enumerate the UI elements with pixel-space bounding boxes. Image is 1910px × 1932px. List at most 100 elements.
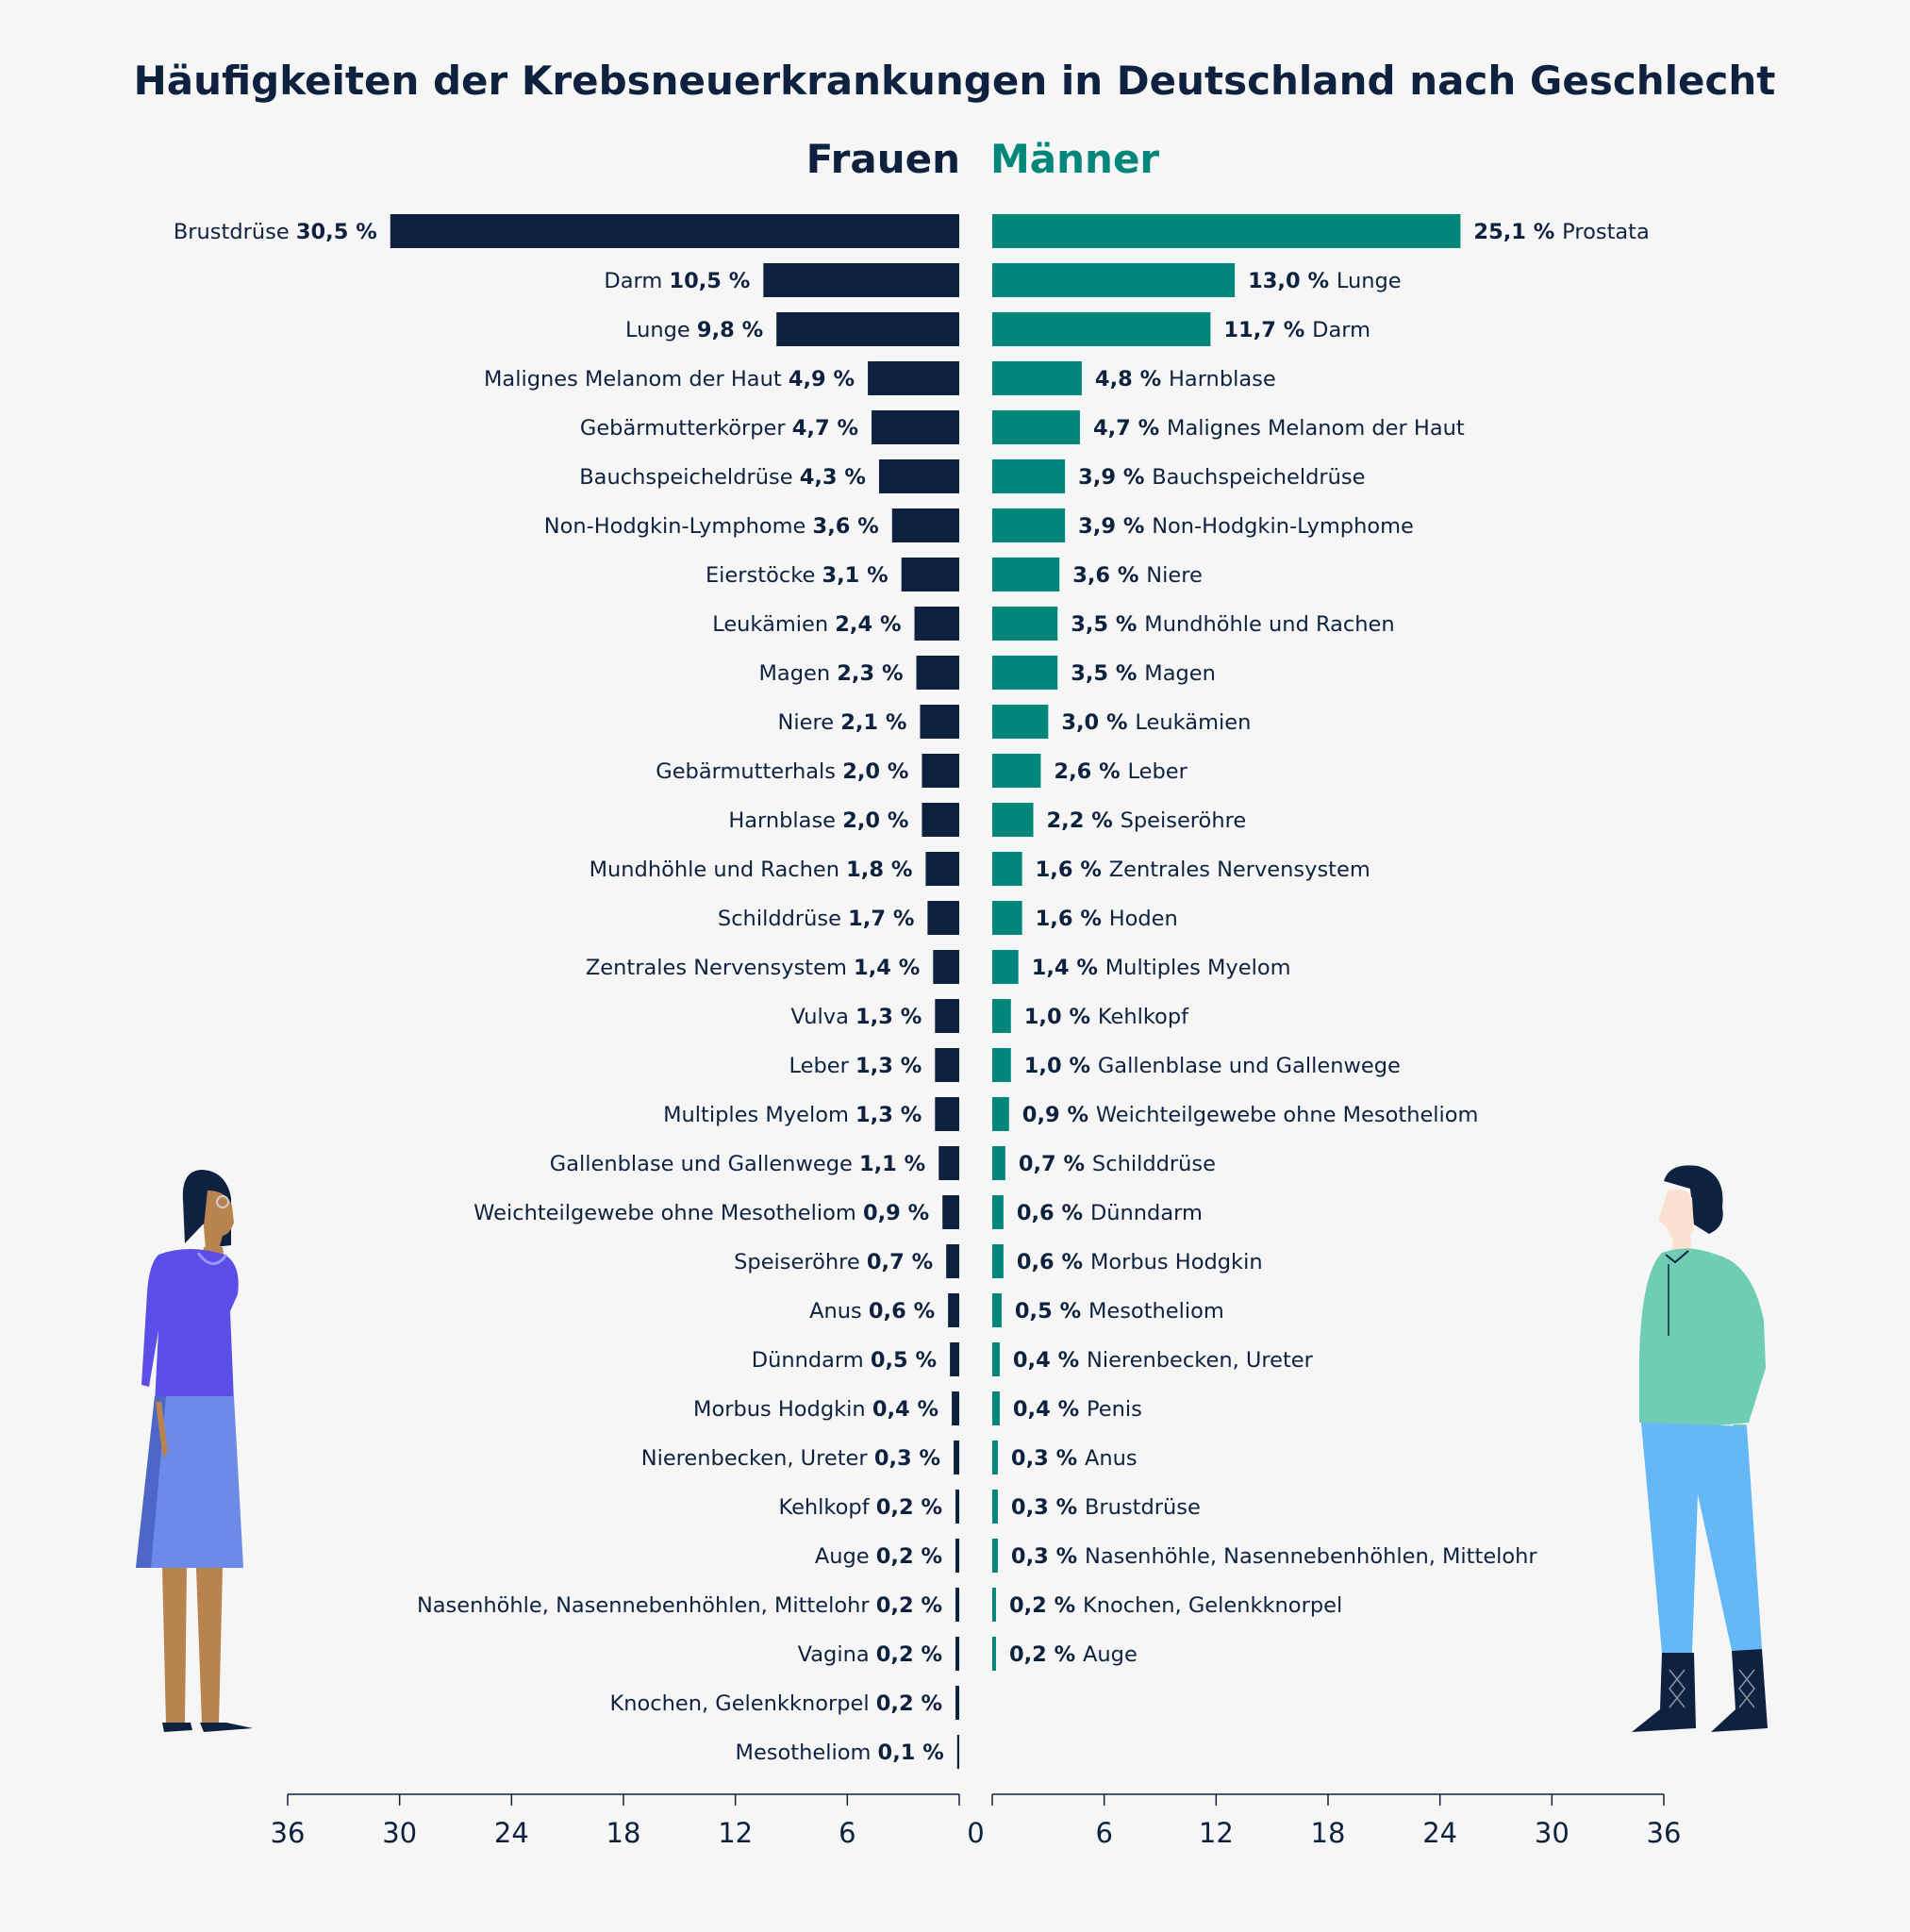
category-label: Malignes Melanom der Haut — [484, 367, 789, 391]
value-label: 2,3 % — [837, 661, 903, 686]
bar-label-frauen: Lunge 9,8 % — [625, 318, 763, 342]
bar-maenner — [992, 754, 1041, 788]
bar-frauen — [955, 1490, 959, 1524]
bar-frauen — [955, 1539, 959, 1573]
tick-label: 24 — [494, 1817, 529, 1849]
tick-label: 6 — [839, 1817, 855, 1849]
tick-label: 24 — [1422, 1817, 1457, 1849]
category-label: Bauchspeicheldrüse — [1152, 465, 1365, 490]
bar-label-maenner: 3,6 % Niere — [1072, 563, 1203, 588]
bar-frauen — [952, 1391, 959, 1425]
bar-frauen — [763, 263, 959, 297]
category-label: Gallenblase und Gallenwege — [550, 1152, 859, 1176]
bar-label-frauen: Nierenbecken, Ureter 0,3 % — [641, 1446, 940, 1471]
tick-label: 36 — [271, 1817, 306, 1849]
bar-label-frauen: Multiples Myelom 1,3 % — [663, 1103, 922, 1127]
category-label: Gebärmutterhals — [656, 759, 842, 784]
value-label: 0,2 % — [876, 1593, 942, 1618]
bar-label-frauen: Mesotheliom 0,1 % — [736, 1740, 944, 1765]
bar-maenner — [992, 1293, 1002, 1327]
value-label: 4,8 % — [1095, 367, 1169, 391]
bar-frauen — [925, 852, 959, 886]
bar-frauen — [935, 1097, 959, 1131]
value-label: 11,7 % — [1223, 318, 1312, 342]
tick-label: 30 — [382, 1817, 417, 1849]
category-label: Schilddrüse — [718, 907, 848, 931]
tick-label: 6 — [1095, 1817, 1112, 1849]
category-label: Leber — [789, 1054, 856, 1078]
bar-frauen — [878, 459, 959, 493]
bar-label-maenner: 0,3 % Nasenhöhle, Nasennebenhöhlen, Mitt… — [1011, 1544, 1538, 1569]
bar-label-maenner: 0,4 % Penis — [1013, 1397, 1142, 1422]
category-label: Nierenbecken, Ureter — [1087, 1348, 1314, 1373]
category-label: Kehlkopf — [1098, 1005, 1189, 1029]
value-label: 0,9 % — [863, 1201, 929, 1225]
bar-label-frauen: Morbus Hodgkin 0,4 % — [693, 1397, 938, 1422]
category-label: Niere — [1146, 563, 1203, 588]
value-label: 0,4 % — [1013, 1397, 1087, 1422]
bar-frauen — [956, 1735, 959, 1769]
bar-label-maenner: 0,4 % Nierenbecken, Ureter — [1013, 1348, 1314, 1373]
bar-label-maenner: 0,5 % Mesotheliom — [1015, 1299, 1224, 1324]
value-label: 1,3 % — [855, 1103, 922, 1127]
category-label: Lunge — [625, 318, 697, 342]
bar-frauen — [935, 1048, 959, 1082]
bar-label-maenner: 2,6 % Leber — [1054, 759, 1188, 784]
value-label: 2,0 % — [842, 808, 908, 833]
bar-frauen — [948, 1293, 959, 1327]
bar-maenner — [992, 999, 1011, 1033]
value-label: 3,6 % — [813, 514, 879, 539]
bar-frauen — [901, 558, 959, 591]
value-label: 0,2 % — [1009, 1593, 1083, 1618]
bar-label-frauen: Anus 0,6 % — [809, 1299, 935, 1324]
value-label: 0,3 % — [1011, 1544, 1085, 1569]
category-label: Darm — [1312, 318, 1370, 342]
bar-label-maenner: 2,2 % Speiseröhre — [1047, 808, 1247, 833]
category-label: Hoden — [1109, 907, 1178, 931]
bar-label-maenner: 1,6 % Hoden — [1036, 907, 1178, 931]
category-label: Zentrales Nervensystem — [1109, 858, 1370, 882]
value-label: 2,6 % — [1054, 759, 1127, 784]
bar-label-maenner: 4,8 % Harnblase — [1095, 367, 1276, 391]
value-label: 0,6 % — [1017, 1201, 1090, 1225]
bar-label-maenner: 3,5 % Magen — [1071, 661, 1216, 686]
bar-label-frauen: Non-Hodgkin-Lymphome 3,6 % — [544, 514, 879, 539]
bar-label-maenner: 13,0 % Lunge — [1248, 269, 1402, 293]
value-label: 0,6 % — [1017, 1250, 1090, 1274]
x-axis: 0 6 6 12 12 18 18 24 24 30 30 36 36 — [271, 1793, 1682, 1849]
value-label: 2,2 % — [1047, 808, 1121, 833]
chart-title: Häufigkeiten der Krebsneuerkrankungen in… — [134, 58, 1776, 104]
value-label: 1,1 % — [859, 1152, 925, 1176]
bar-frauen — [914, 607, 959, 641]
value-label: 1,6 % — [1036, 858, 1109, 882]
value-label: 0,2 % — [876, 1691, 942, 1716]
bar-label-frauen: Leukämien 2,4 % — [712, 612, 901, 637]
bar-label-frauen: Auge 0,2 % — [815, 1544, 942, 1569]
value-label: 9,8 % — [697, 318, 763, 342]
category-label: Vulva — [790, 1005, 855, 1029]
bar-frauen — [776, 312, 959, 346]
category-label: Non-Hodgkin-Lymphome — [544, 514, 813, 539]
bar-frauen — [946, 1244, 959, 1278]
bar-label-frauen: Eierstöcke 3,1 % — [706, 563, 889, 588]
bar-label-maenner: 0,6 % Morbus Hodgkin — [1017, 1250, 1263, 1274]
bar-maenner — [992, 312, 1211, 346]
value-label: 0,7 % — [1019, 1152, 1092, 1176]
tick-label: 36 — [1647, 1817, 1682, 1849]
bar-maenner — [992, 1244, 1004, 1278]
bar-maenner — [992, 1490, 998, 1524]
value-label: 0,5 % — [871, 1348, 937, 1373]
value-label: 0,6 % — [869, 1299, 935, 1324]
bar-maenner — [992, 1637, 996, 1671]
category-label: Leber — [1128, 759, 1188, 784]
bar-frauen — [920, 705, 959, 739]
category-label: Gebärmutterkörper — [580, 416, 792, 441]
value-label: 13,0 % — [1248, 269, 1337, 293]
value-label: 0,9 % — [1022, 1103, 1096, 1127]
bar-maenner — [992, 1588, 996, 1622]
bar-frauen — [922, 803, 959, 837]
value-label: 2,1 % — [840, 710, 906, 735]
value-label: 0,2 % — [876, 1642, 942, 1667]
bar-label-frauen: Kehlkopf 0,2 % — [778, 1495, 942, 1520]
